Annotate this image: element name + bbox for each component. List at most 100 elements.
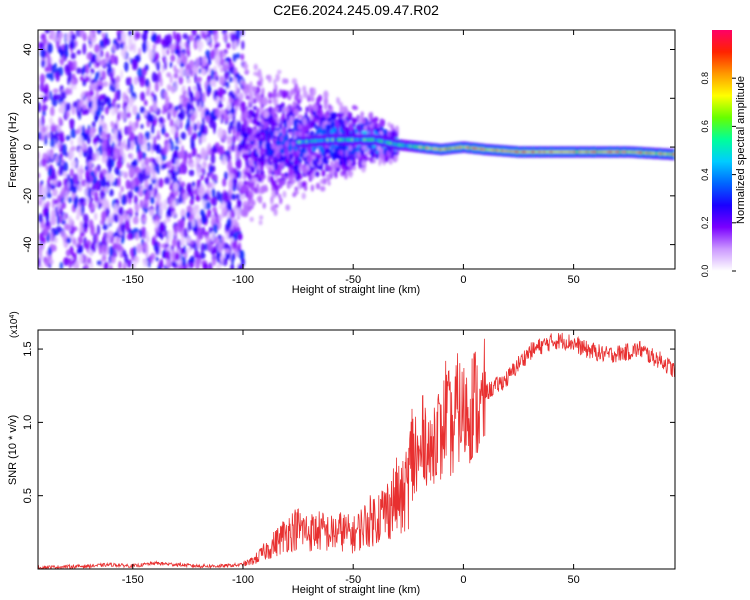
spectrogram-cell	[292, 173, 296, 179]
spectrogram-cell	[336, 121, 340, 129]
spectrogram-cell	[253, 116, 258, 125]
spectrogram-cell	[214, 48, 220, 57]
spectrogram-cell	[281, 126, 287, 135]
spectrogram-cell	[231, 134, 236, 144]
spectrogram-cell	[206, 149, 212, 156]
spectrogram-cell	[205, 176, 210, 186]
spectrogram-cell	[316, 153, 322, 160]
spectrogram-cell	[94, 190, 99, 203]
spectrogram-cell	[80, 203, 85, 215]
spectrogram-cell	[275, 74, 280, 80]
spectrogram-cell	[85, 63, 90, 75]
spectrogram-cell	[254, 173, 260, 179]
spectrogram-cell	[38, 117, 41, 128]
spectrogram-cell	[154, 73, 160, 84]
spectrogram-cell	[363, 124, 368, 131]
spectrogram-cell	[286, 90, 290, 99]
spectrogram-cell	[137, 149, 143, 161]
spectrogram-cell	[289, 164, 294, 170]
spectrogram-cell	[122, 91, 127, 101]
spectrogram-cell	[172, 181, 179, 192]
spectrogram-cell	[132, 216, 139, 225]
spectrogram-cell	[284, 147, 289, 155]
figure-title: C2E6.2024.245.09.47.R02	[273, 2, 439, 18]
spectrogram-cell	[343, 105, 348, 115]
spectrogram-cell	[253, 187, 259, 194]
spectrogram-cell	[228, 125, 232, 135]
spectrogram-cell	[234, 81, 239, 92]
spectrogram-cell	[143, 30, 149, 34]
snr-x-axis-label: Height of straight line (km)	[292, 584, 420, 596]
spectrogram-cell	[39, 73, 46, 85]
spectrogram-cell	[143, 144, 148, 152]
spectrogram-cell	[216, 54, 221, 66]
spectrogram-cell	[216, 263, 222, 269]
spectrogram-cell	[171, 238, 177, 248]
spectrogram-cell	[134, 203, 140, 212]
spectrogram-cell	[230, 263, 235, 269]
spectrogram-cell	[207, 74, 211, 83]
spectrogram-cell	[250, 197, 254, 206]
spectrogram-cell	[145, 78, 150, 88]
spectrogram-cell	[259, 78, 263, 87]
spectrogram-cell	[73, 252, 77, 263]
spectrogram-cell	[256, 80, 261, 86]
spectrogram-cell	[43, 36, 47, 45]
spectrogram-cell	[161, 38, 165, 46]
spectrogram-cell	[104, 106, 110, 115]
spectrogram-cell	[126, 111, 131, 119]
spectrogram-cell	[220, 66, 224, 73]
spectrogram-cell	[135, 120, 139, 129]
spectrogram-frame	[37, 29, 676, 270]
spectrogram-cell	[126, 162, 130, 169]
spectrogram-cell	[319, 109, 324, 118]
spectrogram-cell	[270, 142, 277, 149]
spectrogram-cell	[131, 121, 137, 132]
spectrogram-cell	[163, 219, 167, 225]
spectrogram-cell	[42, 109, 46, 117]
spectrogram-cell	[235, 150, 242, 158]
spectrogram-cell	[158, 116, 164, 124]
spectrogram-cell	[107, 214, 114, 225]
spectrogram-cell	[173, 223, 178, 233]
spectrogram-cell	[166, 208, 171, 218]
spectrogram-cell	[284, 157, 289, 164]
spectrogram-cell	[219, 108, 225, 116]
spectrogram-cell	[60, 230, 66, 238]
spectrogram-cell	[211, 165, 216, 173]
spectrogram-cell	[50, 231, 54, 243]
spectrogram-cell	[223, 114, 230, 123]
spectrogram-cell	[54, 155, 59, 163]
spectrogram-cell	[120, 237, 124, 245]
spectrogram-cell	[351, 165, 357, 171]
spectrogram-cell	[218, 214, 223, 222]
spectrogram-cell	[159, 258, 164, 269]
spectrogram-cell	[290, 178, 296, 184]
spectrogram-cell	[70, 139, 74, 146]
spectrogram-panel: -150 -100 -50 0 50 -40 -20 0 20 40 Height of str…	[7, 29, 676, 296]
spectrogram-cell	[38, 213, 43, 223]
spectrogram-cell	[174, 105, 179, 112]
colorbar-bar	[712, 30, 732, 271]
spectrogram-cell	[334, 170, 338, 179]
spectrogram-cell	[242, 174, 247, 180]
spectrogram-cell	[236, 250, 240, 258]
spectrogram-cell	[207, 56, 212, 66]
spectrogram-cell	[112, 98, 116, 109]
spectrogram-cell	[180, 144, 185, 156]
spectrogram-x-tick-label: 50	[567, 274, 579, 286]
spectrogram-cell	[58, 164, 64, 176]
spectrogram-cell	[129, 153, 134, 161]
spectrogram-cell	[52, 31, 57, 43]
spectrogram-cell	[216, 214, 220, 223]
spectrogram-cell	[132, 42, 137, 54]
spectrogram-cell	[294, 186, 299, 192]
spectrogram-cell	[124, 253, 129, 264]
spectrogram-cell	[188, 34, 195, 42]
spectrogram-cell	[63, 223, 70, 231]
spectrogram-cell	[107, 102, 113, 109]
spectrogram-cell	[201, 151, 207, 158]
spectrogram-cell	[274, 129, 279, 136]
spectrogram-cell	[192, 85, 197, 92]
spectrogram-cell	[191, 30, 197, 37]
